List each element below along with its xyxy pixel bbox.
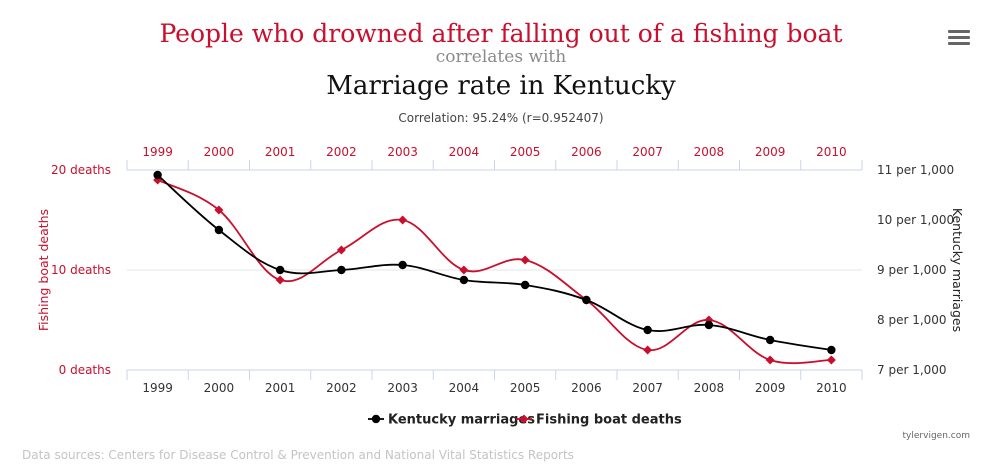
left-y-tick-label: 10 deaths [51, 263, 111, 277]
kentucky-marriages-point [398, 260, 407, 270]
bottom-x-tick-label: 2006 [571, 381, 602, 395]
right-y-tick-label: 10 per 1,000 [877, 213, 954, 227]
chart-secondary-title: Marriage rate in Kentucky [326, 71, 676, 101]
kentucky-marriages-point [582, 295, 591, 305]
gridlines [127, 169, 862, 371]
left-y-axis-title: Fishing boat deaths [36, 209, 51, 331]
correlation-text: Correlation: 95.24% (r=0.952407) [398, 111, 603, 125]
bottom-x-tick-label: 1999 [142, 381, 173, 395]
right-y-axis-title: Kentucky marriages [950, 208, 965, 332]
legend-fishing-boat-deaths-marker [519, 414, 529, 424]
top-x-tick-label: 2007 [632, 145, 663, 159]
fishing-boat-deaths-point [398, 215, 408, 225]
top-x-tick-label: 1999 [142, 145, 173, 159]
right-y-tick-label: 7 per 1,000 [877, 363, 947, 377]
fishing-boat-deaths-point [765, 355, 775, 365]
data-sources-text: Data sources: Centers for Disease Contro… [22, 448, 574, 462]
top-x-tick-label: 2008 [694, 145, 725, 159]
bottom-x-tick-label: 2009 [755, 381, 786, 395]
top-x-tick-label: 2003 [387, 145, 418, 159]
top-x-tick-label: 2001 [265, 145, 296, 159]
right-y-tick-label: 9 per 1,000 [877, 263, 947, 277]
top-x-tick-label: 2002 [326, 145, 357, 159]
bottom-x-tick-label: 2008 [694, 381, 725, 395]
kentucky-marriages-point [153, 170, 162, 180]
kentucky-marriages-point [704, 320, 714, 330]
legend[interactable]: Kentucky marriages Fishing boat deaths [368, 413, 682, 428]
top-x-tick-label: 2005 [510, 145, 541, 159]
fishing-boat-deaths-point [520, 255, 530, 265]
kentucky-marriages-point [459, 275, 469, 285]
hamburger-menu-icon[interactable] [948, 30, 970, 48]
top-x-tick-label: 2010 [816, 145, 847, 159]
left-y-tick-label: 0 deaths [59, 363, 111, 377]
axes: 1999 1999 2000 2000 2001 2001 2002 2002 2003 2003… [36, 145, 965, 395]
credit-link[interactable]: tylervigen.com [902, 431, 970, 441]
top-x-tick-label: 2000 [204, 145, 235, 159]
bottom-x-tick-label: 2003 [387, 381, 418, 395]
kentucky-marriages-point [643, 325, 652, 335]
top-x-tick-label: 2009 [755, 145, 786, 159]
fishing-boat-deaths-line [157, 179, 832, 365]
bottom-x-tick-label: 2004 [449, 381, 480, 395]
bottom-x-tick-label: 2001 [265, 381, 296, 395]
legend-kentucky-marriages-label: Kentucky marriages [388, 413, 535, 428]
bottom-x-tick-label: 2010 [816, 381, 847, 395]
fishing-boat-deaths-point [643, 345, 653, 355]
fishing-boat-deaths-point [214, 205, 224, 215]
top-x-tick-label: 2004 [449, 145, 480, 159]
chart-connector-text: correlates with [436, 47, 566, 67]
fishing-boat-deaths-point [336, 245, 346, 255]
legend-fishing-boat-deaths-label: Fishing boat deaths [536, 413, 682, 428]
bottom-x-tick-label: 2002 [326, 381, 357, 395]
kentucky-marriages-point [275, 265, 285, 275]
series [153, 170, 836, 365]
kentucky-marriages-point [520, 280, 530, 290]
right-y-tick-label: 11 per 1,000 [877, 163, 954, 177]
chart-title: People who drowned after falling out of … [159, 19, 842, 48]
bottom-x-tick-label: 2000 [204, 381, 235, 395]
kentucky-marriages-point [765, 335, 775, 345]
legend-kentucky-marriages-marker [371, 414, 381, 424]
kentucky-marriages-point [827, 345, 836, 355]
fishing-boat-deaths-point [459, 265, 469, 275]
left-y-tick-label: 20 deaths [51, 163, 111, 177]
fishing-boat-deaths-point [826, 355, 836, 365]
kentucky-marriages-point [214, 225, 224, 235]
kentucky-marriages-point [337, 265, 346, 275]
fishing-boat-deaths-point [275, 275, 285, 285]
top-x-tick-label: 2006 [571, 145, 602, 159]
right-y-tick-label: 8 per 1,000 [877, 313, 947, 327]
bottom-x-tick-label: 2007 [632, 381, 663, 395]
bottom-x-tick-label: 2005 [510, 381, 541, 395]
